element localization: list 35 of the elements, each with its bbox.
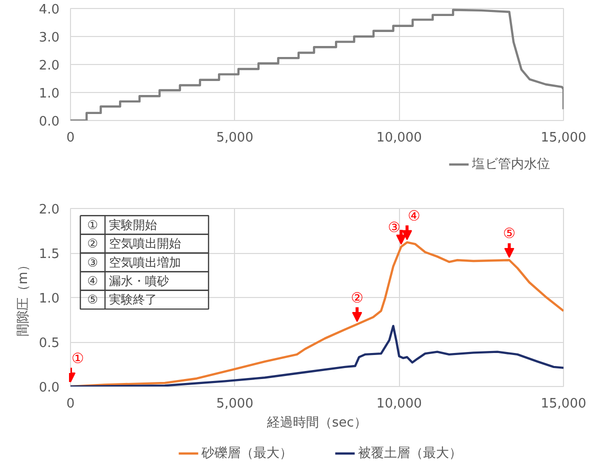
- x-tick-label: 5,000: [216, 396, 254, 412]
- line-series: [70, 324, 564, 386]
- x-tick-label: 15,000: [540, 396, 586, 412]
- y-tick-label: 2.0: [38, 202, 60, 218]
- y-tick-label: 1.0: [38, 292, 60, 306]
- y-tick-label: 1.0: [38, 86, 60, 102]
- annotation: ③ 空気噴出増加: [87, 255, 182, 270]
- annotation: ①: [72, 350, 84, 367]
- annotation: ① 実験開始: [87, 218, 158, 232]
- annotation: ④ 漏水・噴砂: [87, 274, 170, 288]
- annotation: ④: [408, 208, 420, 224]
- legend-label: 砂礫層（最大）: [200, 446, 292, 461]
- y-tick-label: 1.5: [38, 247, 60, 262]
- y-tick-label: 0.0: [38, 114, 60, 130]
- annotation: ②: [350, 290, 364, 306]
- legend-label: 塩ビ管内水位: [470, 157, 550, 172]
- y-tick-label: 0.5: [38, 336, 60, 351]
- y-tick-label: 0.0: [38, 380, 60, 396]
- y-axis-title: 間隙圧（m）: [16, 258, 31, 336]
- y-tick-label: 2.0: [38, 58, 60, 74]
- annotation: ⑤: [502, 226, 516, 242]
- y-tick-label: 3.0: [38, 30, 60, 46]
- x-tick-label: 0: [66, 396, 75, 412]
- annotation: ② 空気噴出開始: [87, 236, 182, 251]
- x-tick-label: 10,000: [376, 130, 422, 146]
- x-axis-title: 経過時間（sec）: [266, 416, 367, 430]
- x-tick-label: 5,000: [216, 130, 254, 146]
- x-tick-label: 10,000: [376, 396, 422, 412]
- x-tick-label: 15,000: [540, 130, 586, 146]
- line-series: [70, 8, 564, 120]
- legend-label: 被覆土層（最大）: [358, 446, 462, 461]
- y-tick-label: 4.0: [38, 2, 60, 18]
- annotation: ③: [388, 220, 400, 236]
- x-tick-label: 0: [66, 130, 75, 146]
- annotation: ⑤ 実験終了: [87, 292, 158, 307]
